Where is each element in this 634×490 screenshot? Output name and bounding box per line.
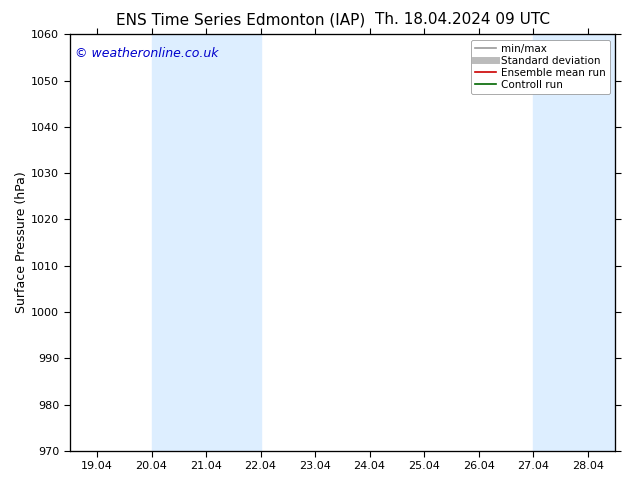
- Text: Th. 18.04.2024 09 UTC: Th. 18.04.2024 09 UTC: [375, 12, 550, 27]
- Legend: min/max, Standard deviation, Ensemble mean run, Controll run: min/max, Standard deviation, Ensemble me…: [470, 40, 610, 94]
- Text: ENS Time Series Edmonton (IAP): ENS Time Series Edmonton (IAP): [116, 12, 366, 27]
- Text: © weatheronline.co.uk: © weatheronline.co.uk: [75, 47, 219, 60]
- Bar: [533, 34, 615, 451]
- Y-axis label: Surface Pressure (hPa): Surface Pressure (hPa): [15, 172, 29, 314]
- Bar: [152, 34, 261, 451]
